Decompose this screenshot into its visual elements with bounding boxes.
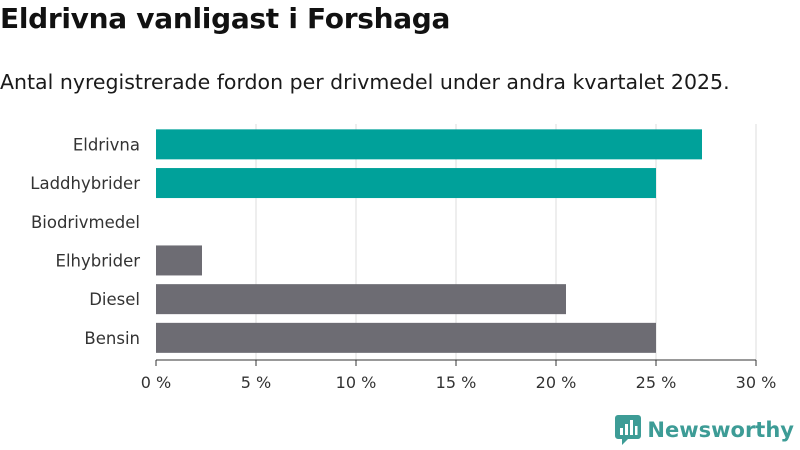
- category-label: Diesel: [89, 290, 140, 309]
- x-tick-label: 20 %: [536, 373, 577, 392]
- x-tick-label: 30 %: [736, 373, 777, 392]
- bar: [156, 245, 202, 276]
- x-tick-label: 0 %: [141, 373, 171, 392]
- category-label: Elhybrider: [56, 251, 141, 270]
- x-tick-label: 5 %: [241, 373, 271, 392]
- x-tick-label: 10 %: [336, 373, 377, 392]
- bar: [156, 129, 702, 160]
- chart-subtitle: Antal nyregistrerade fordon per drivmede…: [0, 70, 730, 94]
- category-label: Biodrivmedel: [31, 213, 140, 232]
- brand-name: Newsworthy: [647, 418, 794, 442]
- category-label: Bensin: [84, 329, 140, 348]
- category-label: Eldrivna: [73, 135, 140, 154]
- x-tick-label: 25 %: [636, 373, 677, 392]
- newsworthy-logo-icon: [615, 415, 642, 445]
- brand-logo: Newsworthy: [615, 415, 794, 445]
- category-label: Laddhybrider: [30, 174, 140, 193]
- bar: [156, 322, 656, 353]
- chart-title: Eldrivna vanligast i Forshaga: [0, 2, 451, 35]
- x-tick-label: 15 %: [436, 373, 477, 392]
- bar: [156, 284, 566, 315]
- bar: [156, 168, 656, 199]
